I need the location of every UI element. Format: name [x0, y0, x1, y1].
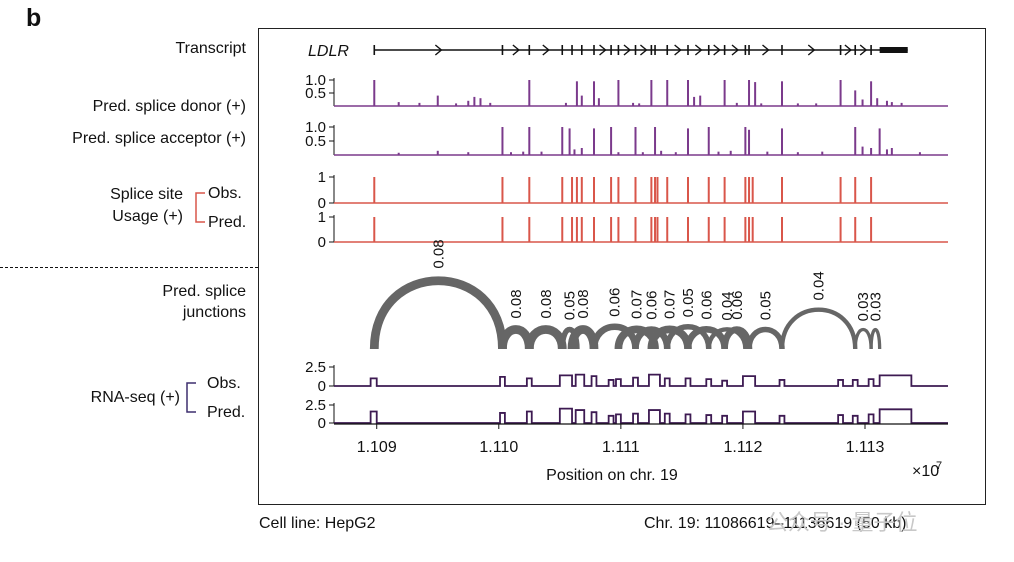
junction-value-label: 0.05 [680, 288, 697, 317]
x-tick-label: 1.112 [723, 439, 762, 456]
donor-ytick-label: 0.5 [305, 85, 326, 102]
junction-value-label: 0.06 [643, 290, 660, 319]
rnaseq-obs-coverage [334, 373, 948, 387]
x-exponent-power: 7 [936, 460, 942, 472]
junction-value-label: 0.06 [729, 290, 746, 319]
section-divider [0, 267, 258, 268]
junction-arc [853, 328, 873, 350]
usage-bracket [195, 192, 205, 223]
junction-value-label: 0.03 [855, 292, 872, 321]
label-donor: Pred. splice donor (+) [92, 98, 246, 115]
label-transcript: Transcript [175, 40, 246, 57]
x-tick-label: 1.111 [602, 439, 640, 456]
label-usage-pred: Pred. [208, 214, 247, 231]
transcript-strand-arrow [844, 44, 852, 56]
transcript-utr [879, 47, 908, 53]
transcript-strand-arrow [512, 44, 520, 56]
label-usage-obs: Obs. [208, 185, 242, 202]
acceptor-ytick-label: 1.0 [305, 119, 326, 136]
rnaseq-pred-ytick-label: 2.5 [305, 397, 326, 414]
junction-value-label: 0.05 [562, 291, 579, 320]
rnaseq-obs-ytick-label: 0 [318, 378, 326, 395]
junction-arc [779, 307, 858, 350]
label-junctions-1: Pred. splice [162, 283, 246, 300]
label-rnaseq-obs: Obs. [207, 375, 241, 392]
label-junctions-2: junctions [182, 304, 246, 321]
rnaseq-obs-ytick-label: 2.5 [305, 359, 326, 376]
transcript-strand-arrow [674, 44, 682, 56]
junction-value-label: 0.06 [698, 290, 715, 319]
x-tick-label: 1.113 [846, 439, 885, 456]
transcript-strand-arrow [639, 44, 648, 56]
transcript-strand-arrow [713, 44, 721, 56]
rnaseq-pred-coverage [334, 407, 948, 424]
transcript-strand-arrow [694, 44, 703, 56]
rnaseq-pred-ytick-label: 0 [318, 415, 326, 432]
rnaseq-bracket [186, 382, 196, 413]
junction-value-label: 0.04 [719, 291, 736, 320]
x-tick-label: 1.109 [357, 439, 397, 456]
junction-value-label: 0.07 [662, 290, 679, 319]
junction-value-label: 0.08 [538, 289, 555, 318]
junction-value-label: 0.08 [508, 289, 525, 318]
panel-letter: b [26, 4, 42, 32]
transcript-strand-arrow [859, 44, 868, 56]
acceptor-ytick-label: 0.5 [305, 133, 326, 150]
usage-obs-ytick-label: 1 [318, 169, 326, 186]
junction-value-label: 0.03 [867, 292, 884, 321]
usage-obs-ytick-label: 0 [318, 195, 326, 212]
usage-pred-ytick-label: 1 [318, 209, 326, 226]
junction-value-label: 0.06 [607, 288, 624, 317]
transcript-strand-arrow [542, 44, 550, 56]
junction-value-label: 0.08 [430, 239, 447, 268]
transcript-strand-arrow [731, 44, 740, 56]
transcript-strand-arrow [623, 44, 632, 56]
x-exponent-label: ×10 [912, 463, 939, 480]
junction-value-label: 0.05 [758, 291, 775, 320]
transcript-strand-arrow [807, 44, 816, 56]
gene-name: LDLR [308, 43, 349, 60]
region-caption: Chr. 19: 11086619–11136619 (50 kb) [644, 515, 907, 532]
junction-arc [664, 324, 712, 350]
junction-arc [706, 327, 748, 350]
label-rnaseq-pred: Pred. [207, 404, 246, 421]
plot-frame [258, 28, 986, 505]
x-tick-label: 1.110 [479, 439, 518, 456]
x-axis-label: Position on chr. 19 [546, 467, 678, 484]
usage-pred-ytick-label: 0 [318, 234, 326, 251]
transcript-strand-arrow [599, 44, 607, 56]
junction-value-label: 0.07 [629, 290, 646, 319]
label-usage-1: Splice site [110, 186, 183, 203]
junction-value-label: 0.04 [811, 271, 828, 300]
junction-arc [746, 326, 785, 350]
junction-arc [869, 327, 882, 350]
donor-ytick-label: 1.0 [305, 72, 326, 89]
junction-value-label: 0.08 [575, 289, 592, 318]
cell-line-caption: Cell line: HepG2 [259, 515, 376, 532]
watermark: 公众号 · 量子位 [766, 510, 918, 535]
junction-arc [369, 276, 507, 350]
label-rnaseq: RNA-seq (+) [90, 389, 180, 406]
label-usage-2: Usage (+) [112, 208, 183, 225]
label-acceptor: Pred. splice acceptor (+) [72, 130, 246, 147]
transcript-strand-arrow [762, 44, 770, 56]
junction-arc [524, 325, 567, 350]
junction-arc [567, 325, 599, 350]
transcript-strand-arrow [434, 44, 443, 56]
